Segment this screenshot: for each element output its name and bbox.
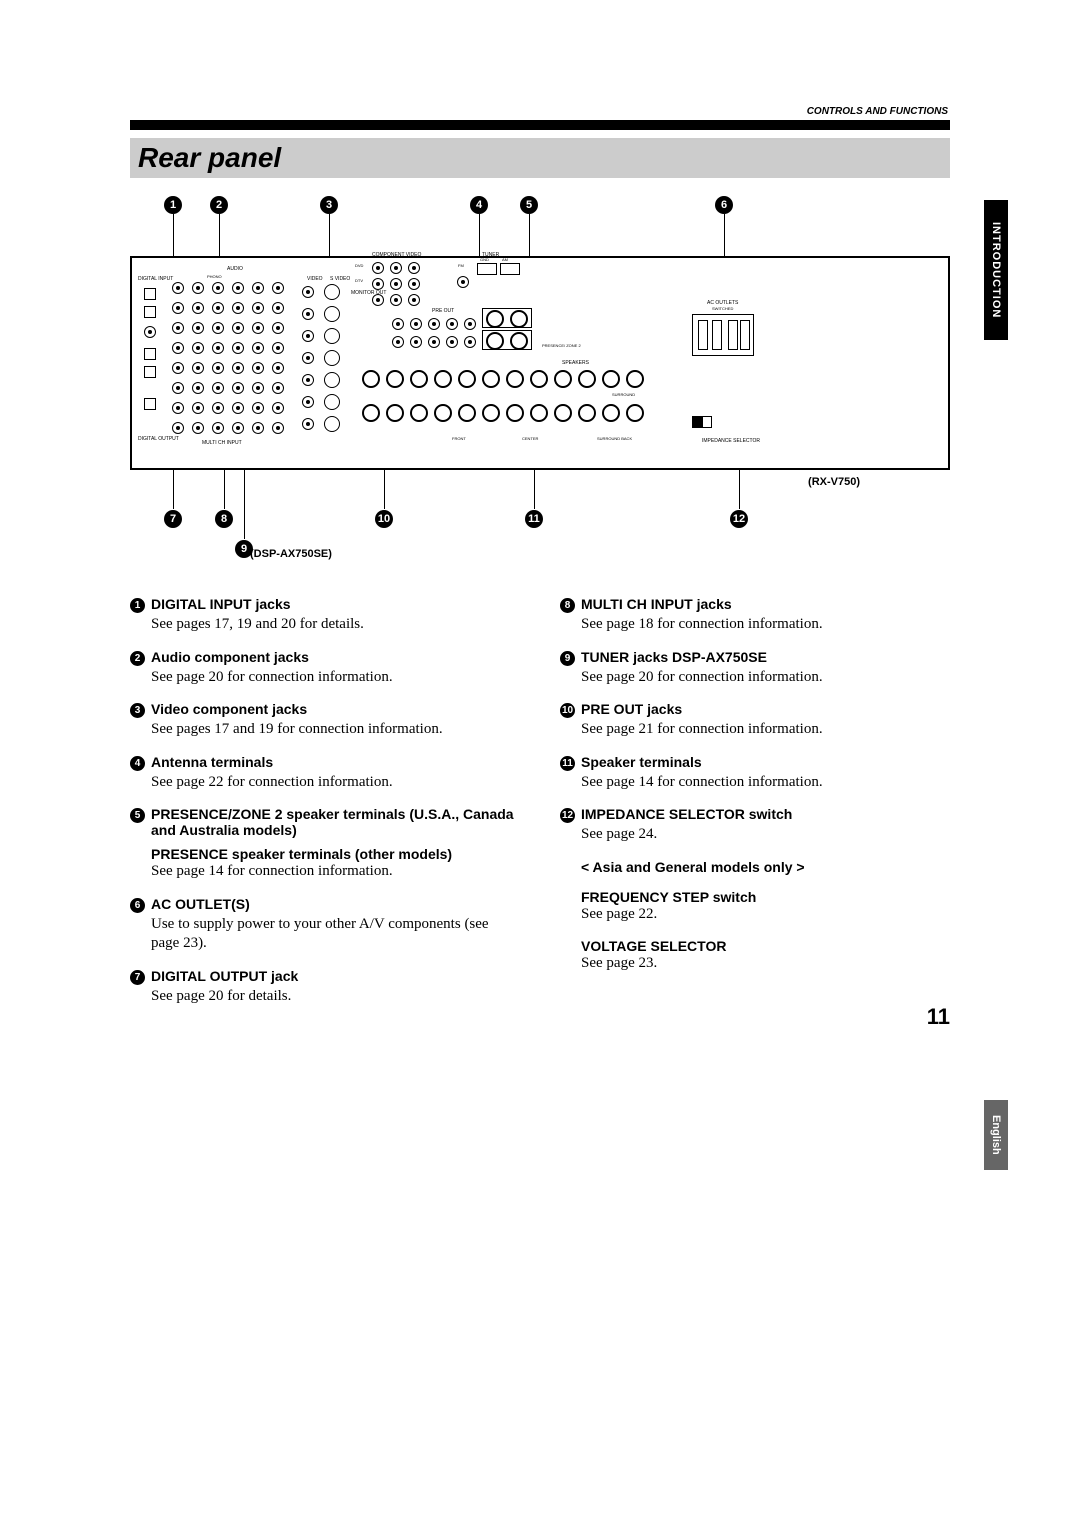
item-12: 12 IMPEDANCE SELECTOR switch See page 24.	[560, 806, 950, 845]
callout-10: 10	[375, 510, 393, 528]
callouts-top-row: 1 2 3 4 5 6	[130, 196, 950, 256]
item-title: MULTI CH INPUT jacks	[581, 596, 732, 612]
item-num: 6	[130, 898, 145, 913]
item-num: 8	[560, 598, 575, 613]
callouts-bottom-row: 789101112	[130, 470, 950, 540]
item-num: 2	[130, 651, 145, 666]
item-title: Antenna terminals	[151, 754, 273, 770]
item-num: 4	[130, 756, 145, 771]
callout-7: 7	[164, 510, 182, 528]
item-8: 8 MULTI CH INPUT jacks See page 18 for con…	[560, 596, 950, 635]
descriptions: 1 DIGITAL INPUT jacks See pages 17, 19 and…	[130, 596, 950, 1020]
item-title: DIGITAL OUTPUT jack	[151, 968, 298, 984]
item-5: 5 PRESENCE/ZONE 2 speaker terminals (U.S.…	[130, 806, 520, 882]
item-desc: See page 22 for connection information.	[151, 773, 520, 793]
item-desc: See page 14 for connection information.	[151, 862, 520, 882]
item-title: Speaker terminals	[581, 754, 702, 770]
callout-6: 6	[715, 196, 733, 214]
item-title: TUNER jacks DSP-AX750SE	[581, 649, 767, 665]
item-desc: See pages 17 and 19 for connection infor…	[151, 720, 520, 740]
item-desc: See page 18 for connection information.	[581, 615, 950, 635]
item-3: 3 Video component jacks See pages 17 and 1…	[130, 701, 520, 740]
callout-3: 3	[320, 196, 338, 214]
item-title: AC OUTLET(S)	[151, 896, 250, 912]
item-title: Audio component jacks	[151, 649, 309, 665]
callout-11: 11	[525, 510, 543, 528]
page-title: Rear panel	[138, 142, 281, 173]
item-title: PRE OUT jacks	[581, 701, 682, 717]
callout-4: 4	[470, 196, 488, 214]
item-desc: See page 24.	[581, 825, 950, 845]
item-4: 4 Antenna terminals See page 22 for connec…	[130, 754, 520, 793]
section-label: CONTROLS AND FUNCTIONS	[805, 106, 950, 117]
item-desc: Use to supply power to your other A/V co…	[151, 915, 520, 954]
model-label-dsp: (DSP-AX750SE)	[250, 548, 332, 560]
page-number: 11	[927, 1004, 950, 1030]
item-desc: See page 20 for connection information.	[581, 668, 950, 688]
item-desc: See pages 17, 19 and 20 for details.	[151, 615, 520, 635]
item-11: 11 Speaker terminals See page 14 for conne…	[560, 754, 950, 793]
item-2: 2 Audio component jacks See page 20 for co…	[130, 649, 520, 688]
item-title: Video component jacks	[151, 701, 307, 717]
item-1: 1 DIGITAL INPUT jacks See pages 17, 19 and…	[130, 596, 520, 635]
item-6: 6 AC OUTLET(S) Use to supply power to your…	[130, 896, 520, 954]
side-tab-language: English	[984, 1100, 1008, 1170]
item-title: DIGITAL INPUT jacks	[151, 596, 291, 612]
item-7: 7 DIGITAL OUTPUT jack See page 20 for deta…	[130, 968, 520, 1007]
side-tab-introduction: INTRODUCTION	[984, 200, 1008, 340]
item-num: 7	[130, 970, 145, 985]
callout-1: 1	[164, 196, 182, 214]
left-column: 1 DIGITAL INPUT jacks See pages 17, 19 and…	[130, 596, 520, 1020]
item-num: 5	[130, 808, 145, 823]
rear-panel-diagram: 123456 DIGITAL INPUT DIGITAL OUTPUT AUDI…	[130, 196, 950, 576]
right-column: 8 MULTI CH INPUT jacks See page 18 for con…	[560, 596, 950, 1020]
item-num: 10	[560, 703, 575, 718]
item-desc: See page 14 for connection information.	[581, 773, 950, 793]
callout-5: 5	[520, 196, 538, 214]
callout-8: 8	[215, 510, 233, 528]
item-num: 9	[560, 651, 575, 666]
item-title: PRESENCE/ZONE 2 speaker terminals (U.S.A…	[151, 806, 520, 838]
callout-12: 12	[730, 510, 748, 528]
callout-2: 2	[210, 196, 228, 214]
item-num: 1	[130, 598, 145, 613]
item-9: 9 TUNER jacks DSP-AX750SE See page 20 for …	[560, 649, 950, 688]
title-bar: Rear panel	[130, 138, 950, 178]
panel-outline: DIGITAL INPUT DIGITAL OUTPUT AUDIO PHONO…	[130, 256, 950, 470]
item-desc: See page 20 for connection information.	[151, 668, 520, 688]
item-num: 11	[560, 756, 575, 771]
item-title: IMPEDANCE SELECTOR switch	[581, 806, 792, 822]
item-10: 10 PRE OUT jacks See page 21 for connectio…	[560, 701, 950, 740]
item-desc: See page 21 for connection information.	[581, 720, 950, 740]
item-num: 3	[130, 703, 145, 718]
page-container: CONTROLS AND FUNCTIONS Rear panel INTROD…	[0, 0, 1080, 1080]
item-num: 12	[560, 808, 575, 823]
item-desc: See page 20 for details.	[151, 987, 520, 1007]
header-rule: CONTROLS AND FUNCTIONS	[130, 120, 950, 130]
